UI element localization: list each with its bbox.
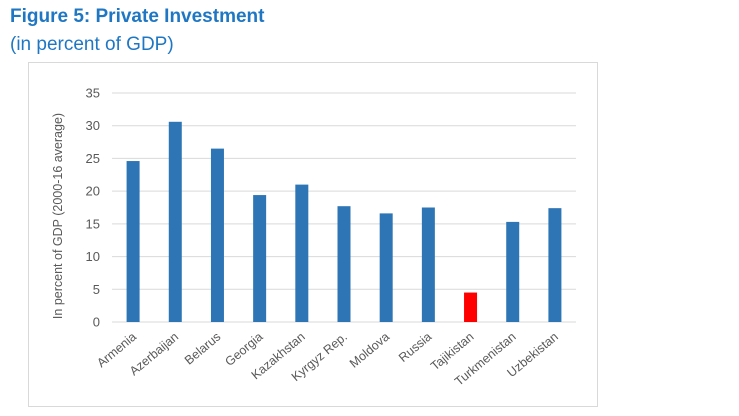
bars [126, 121, 562, 322]
y-tick-label: 0 [93, 315, 100, 330]
y-tick-label: 20 [86, 184, 100, 199]
bar-russia [421, 207, 435, 322]
x-tick-label: Moldova [347, 330, 392, 371]
bar-azerbaijan [168, 121, 182, 322]
bar-moldova [379, 213, 393, 322]
bar-kyrgyz-rep [337, 206, 351, 322]
y-tick-label: 5 [93, 282, 100, 297]
y-axis-label: In percent of GDP (2000-16 average) [51, 113, 65, 319]
y-tick-labels: 0 5 10 15 20 25 30 35 [86, 86, 100, 330]
bar-armenia [126, 161, 140, 322]
bar-belarus [210, 148, 224, 322]
y-tick-label: 30 [86, 118, 100, 133]
bar-georgia [253, 195, 267, 322]
bar-kazakhstan [295, 184, 309, 322]
y-tick-label: 25 [86, 151, 100, 166]
x-tick-label: Russia [396, 330, 434, 365]
figure-title: Figure 5: Private Investment [10, 6, 265, 27]
y-tick-label: 35 [86, 86, 100, 101]
bar-turkmenistan [506, 221, 520, 322]
y-tick-label: 15 [86, 216, 100, 231]
x-tick-label: Belarus [182, 330, 223, 368]
bar-tajikistan [464, 292, 478, 322]
chart-frame [28, 62, 598, 407]
bar-uzbekistan [548, 208, 562, 322]
figure-subtitle: (in percent of GDP) [10, 34, 174, 55]
y-tick-label: 10 [86, 249, 100, 264]
